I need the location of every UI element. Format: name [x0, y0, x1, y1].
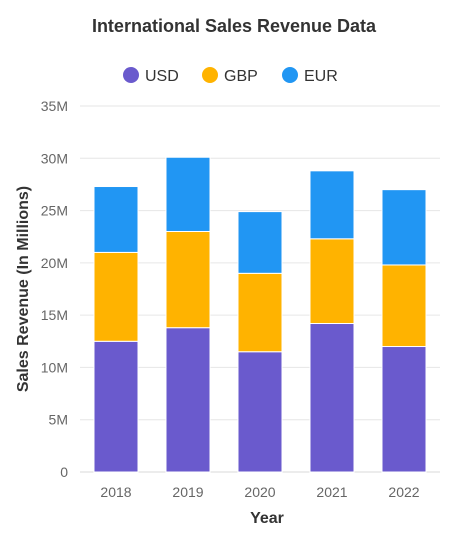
bar-2020-eur [237, 211, 283, 274]
bar-2021-eur [309, 170, 355, 240]
y-tick-label: 20M [41, 255, 68, 271]
legend-marker-usd [123, 67, 139, 83]
bar-2020-usd [237, 351, 283, 473]
bar-2019-gbp [165, 230, 211, 329]
legend-item-eur: EUR [282, 67, 338, 85]
x-tick-label-2021: 2021 [316, 484, 347, 500]
x-tick-label-2022: 2022 [388, 484, 419, 500]
y-axis-ticks: 0 5M 10M 15M 20M 25M 30M 35M [41, 98, 68, 480]
bar-2021-gbp [309, 238, 355, 325]
bar-2022-usd [381, 346, 427, 473]
legend-item-usd: USD [123, 67, 179, 85]
bar-2018-usd [93, 340, 139, 473]
y-tick-label: 15M [41, 307, 68, 323]
chart-title: International Sales Revenue Data [92, 16, 377, 36]
y-tick-label: 30M [41, 150, 68, 166]
y-tick-label: 0 [60, 464, 68, 480]
bars [93, 156, 427, 473]
bar-2019-usd [165, 327, 211, 473]
legend: USD GBP EUR [123, 67, 338, 85]
legend-label-eur: EUR [304, 68, 338, 85]
x-axis-label: Year [250, 510, 284, 527]
legend-marker-eur [282, 67, 298, 83]
bar-2019-eur [165, 156, 211, 232]
bar-2022-gbp [381, 264, 427, 348]
bar-2020-gbp [237, 272, 283, 353]
legend-label-usd: USD [145, 68, 179, 85]
y-tick-label: 35M [41, 98, 68, 114]
bar-2021-usd [309, 323, 355, 473]
y-tick-label: 5M [49, 412, 68, 428]
bar-2018-eur [93, 186, 139, 253]
legend-marker-gbp [202, 67, 218, 83]
legend-label-gbp: GBP [224, 68, 258, 85]
x-tick-label-2018: 2018 [100, 484, 131, 500]
y-tick-label: 25M [41, 203, 68, 219]
x-axis-ticks: 2018 2019 2020 2021 2022 [100, 484, 419, 500]
x-tick-label-2019: 2019 [172, 484, 203, 500]
bar-2022-eur [381, 189, 427, 266]
legend-item-gbp: GBP [202, 67, 258, 85]
bar-2018-gbp [93, 251, 139, 342]
x-tick-label-2020: 2020 [244, 484, 275, 500]
y-axis-label: Sales Revenue (In Millions) [15, 186, 32, 392]
y-tick-label: 10M [41, 359, 68, 375]
